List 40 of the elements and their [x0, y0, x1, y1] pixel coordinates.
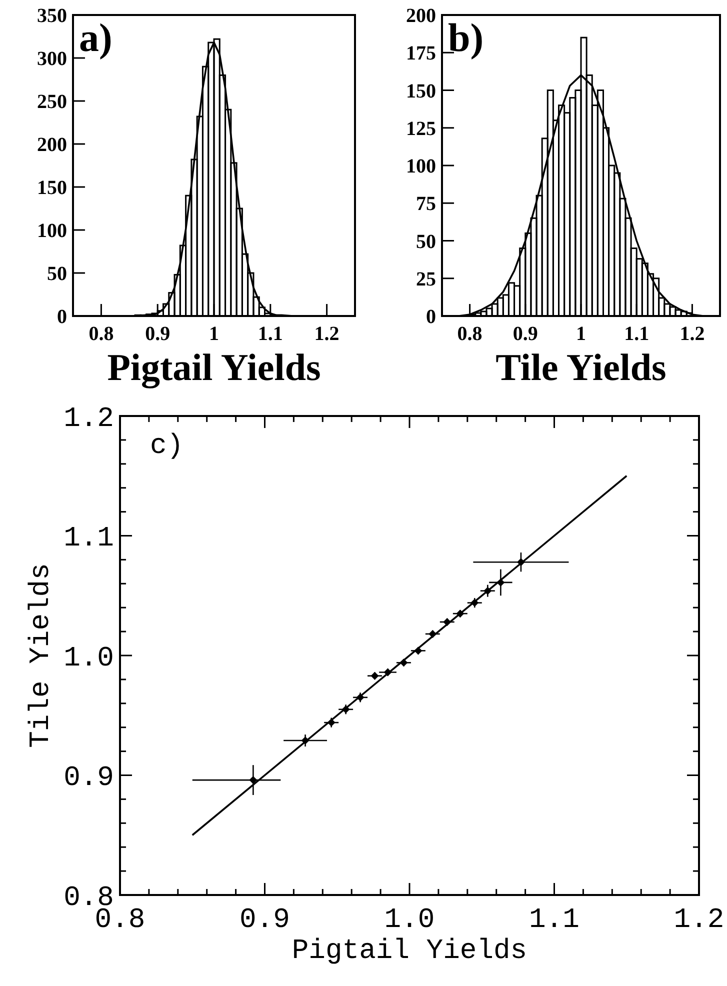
y-axis-title: Tile Yields: [26, 563, 57, 748]
y-tick-label: 0.9: [64, 763, 114, 794]
x-tick-label: 1.1: [624, 323, 650, 345]
y-tick-label: 350: [37, 5, 67, 27]
x-axis-title: Pigtail Yields: [292, 936, 528, 968]
y-tick-label: 0: [57, 306, 67, 328]
annotation: b): [448, 15, 484, 60]
x-tick-label: 1.1: [258, 323, 283, 345]
x-tick-label: 1.2: [674, 905, 724, 936]
y-tick-label: 25: [416, 268, 436, 290]
annotation: a): [79, 15, 112, 60]
x-tick-label: 0.9: [145, 323, 170, 345]
x-tick-label: 1: [576, 323, 586, 345]
x-tick-label: 0.9: [240, 905, 290, 936]
x-tick-label: 1.1: [529, 905, 580, 936]
y-tick-label: 150: [406, 80, 436, 102]
y-tick-label: 300: [37, 48, 67, 70]
y-tick-label: 150: [37, 177, 67, 199]
x-tick-label: 1.2: [680, 323, 705, 345]
y-tick-label: 75: [416, 193, 436, 216]
y-tick-label: 100: [37, 220, 67, 242]
x-axis-title: Tile Yields: [496, 347, 666, 390]
x-tick-label: 1.2: [314, 323, 340, 345]
y-tick-label: 100: [406, 156, 436, 178]
y-tick-label: 50: [416, 230, 436, 253]
x-axis-title: Pigtail Yields: [107, 347, 321, 390]
y-tick-label: 200: [37, 134, 67, 156]
x-tick-label: 0.9: [512, 323, 538, 345]
y-tick-label: 1.2: [64, 404, 114, 435]
x-tick-label: 0.8: [457, 323, 482, 345]
y-tick-label: 1.1: [64, 524, 114, 555]
y-tick-label: 250: [37, 91, 67, 113]
y-tick-label: 125: [406, 118, 436, 140]
annotation: c): [150, 431, 184, 462]
y-tick-label: 50: [47, 263, 67, 285]
y-tick-label: 1.0: [64, 643, 114, 674]
y-tick-label: 200: [406, 5, 436, 27]
y-tick-label: 0: [426, 306, 436, 328]
y-tick-label: 175: [406, 42, 436, 65]
x-tick-label: 1: [209, 323, 219, 345]
